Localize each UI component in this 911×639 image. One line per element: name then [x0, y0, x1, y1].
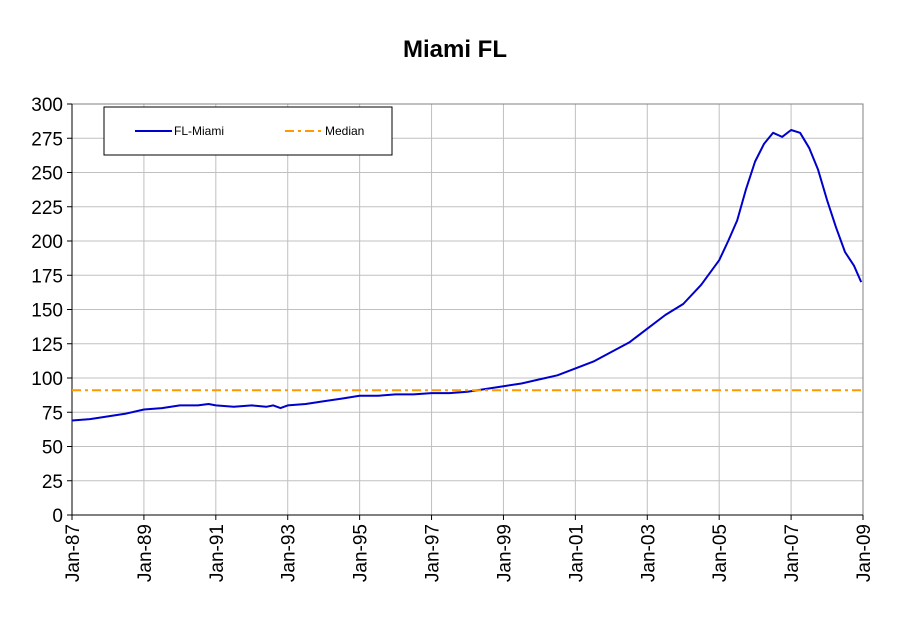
x-tick-label: Jan-07 — [782, 524, 803, 582]
y-tick-label: 300 — [31, 95, 63, 116]
series-lines — [71, 129, 863, 422]
gridlines — [72, 104, 863, 515]
y-tick-label: 0 — [52, 506, 63, 527]
y-tick-label: 125 — [31, 335, 63, 356]
legend: FL-Miami Median — [103, 106, 393, 156]
axes: 0 25 50 75 100 125 150 175 200 225 250 275 300 Jan-87… — [31, 95, 875, 582]
legend-label-fl-miami: FL-Miami — [174, 124, 224, 138]
x-tick-label: Jan-97 — [423, 524, 444, 582]
x-tick-label: Jan-93 — [279, 524, 300, 582]
x-tick-label: Jan-87 — [63, 524, 84, 582]
series-line-fl-miami — [71, 129, 863, 422]
y-tick-label: 75 — [42, 403, 63, 424]
y-tick-label: 250 — [31, 164, 63, 185]
chart-title: Miami FL — [403, 36, 507, 63]
y-tick-label: 50 — [42, 438, 63, 459]
y-tick-label: 175 — [31, 266, 63, 287]
x-tick-label: Jan-03 — [638, 524, 659, 582]
y-tick-label: 150 — [31, 301, 63, 322]
x-tick-label: Jan-01 — [566, 524, 587, 582]
x-tick-label: Jan-05 — [710, 524, 731, 582]
y-tick-label: 25 — [42, 472, 63, 493]
x-tick-label: Jan-91 — [207, 524, 228, 582]
y-tick-label: 275 — [31, 129, 63, 150]
x-tick-label: Jan-89 — [135, 524, 156, 582]
y-tick-label: 225 — [31, 198, 63, 219]
y-tick-label: 200 — [31, 232, 63, 253]
y-tick-label: 100 — [31, 369, 63, 390]
legend-label-median: Median — [325, 124, 364, 138]
x-tick-label: Jan-95 — [351, 524, 372, 582]
x-tick-label: Jan-99 — [494, 524, 515, 582]
x-tick-label: Jan-09 — [854, 524, 875, 582]
